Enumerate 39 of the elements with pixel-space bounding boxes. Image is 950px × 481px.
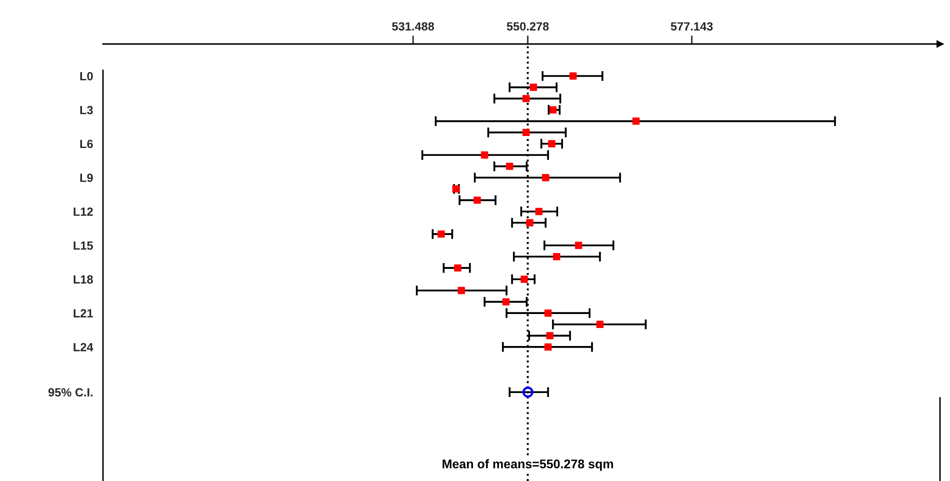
point: [474, 196, 481, 204]
point: [526, 219, 534, 226]
y-tick-label: L0: [80, 72, 93, 80]
point: [535, 208, 543, 216]
point: [480, 151, 488, 159]
point: [544, 309, 552, 317]
y-tick-label: L9: [80, 174, 93, 182]
y-tick-label: L3: [80, 106, 93, 114]
point: [522, 94, 530, 102]
point: [522, 386, 534, 398]
point: [632, 118, 640, 125]
ref-line-label: Mean of means=550.278 sqm: [442, 459, 613, 471]
point: [546, 332, 554, 340]
y-tick-label: L24: [74, 342, 94, 352]
point: [522, 128, 530, 136]
point: [506, 162, 514, 170]
point: [552, 253, 560, 260]
y-tick-label: L18: [74, 275, 93, 284]
point: [549, 106, 557, 114]
point: [530, 84, 538, 91]
y-tick-label: L12: [74, 208, 93, 216]
point: [438, 230, 445, 238]
point: [596, 320, 604, 328]
x-tick-label: 550.278: [506, 22, 549, 31]
point: [574, 242, 582, 249]
point: [544, 343, 552, 351]
point: [520, 276, 528, 283]
y-tick-label: 95% C.I.: [48, 388, 92, 397]
point: [454, 264, 462, 272]
point: [502, 298, 510, 306]
point: [542, 174, 550, 182]
y-tick-label: L6: [80, 140, 93, 148]
point: [569, 72, 577, 80]
x-tick-label: 531.488: [392, 22, 434, 31]
y-tick-label: L15: [74, 242, 93, 250]
point: [548, 140, 556, 148]
point: [458, 286, 465, 294]
x-tick-label: 577.143: [670, 22, 713, 31]
y-tick-label: L21: [74, 309, 93, 318]
